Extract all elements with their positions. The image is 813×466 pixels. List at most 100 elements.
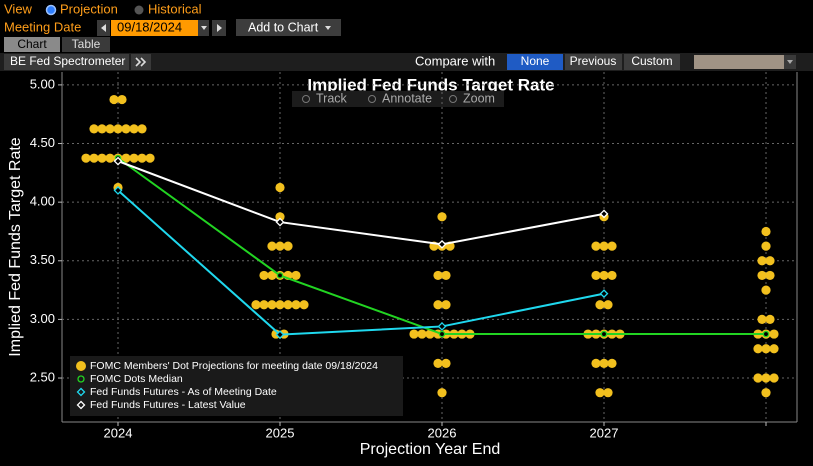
dot <box>591 270 601 281</box>
add-button[interactable] <box>236 19 341 36</box>
tab-label[interactable]: Table <box>72 37 101 51</box>
dot <box>425 329 435 339</box>
dot <box>267 300 277 310</box>
dot <box>437 212 447 222</box>
dot <box>761 226 771 237</box>
dot <box>137 153 147 163</box>
dot <box>607 358 617 368</box>
dot <box>753 344 763 354</box>
legend-icon <box>77 375 85 383</box>
dot <box>251 300 261 310</box>
chart-tool[interactable]: Track <box>316 91 348 105</box>
dot <box>761 241 771 251</box>
dot <box>441 300 451 310</box>
dot <box>599 241 609 251</box>
legend-label: Fed Funds Futures - Latest Value <box>90 399 246 411</box>
tab[interactable] <box>62 37 110 52</box>
radio-selected[interactable] <box>45 4 57 16</box>
dot <box>97 124 107 134</box>
compare-option[interactable]: Custom <box>631 54 672 68</box>
x-tick-label: 2026 <box>428 425 457 440</box>
dot <box>769 329 779 339</box>
chart-title: Implied Fed Funds Target Rate <box>307 75 554 94</box>
dot <box>599 270 609 281</box>
dot <box>105 124 115 134</box>
radio-label[interactable]: Historical <box>148 1 202 16</box>
compare-option-active[interactable] <box>507 54 563 70</box>
dot <box>409 329 419 339</box>
dot <box>97 153 107 163</box>
dot <box>591 358 601 368</box>
series-marker <box>762 330 770 338</box>
legend-label: FOMC Members' Dot Projections for meetin… <box>90 360 378 372</box>
compare-option-button[interactable] <box>565 54 622 70</box>
dot <box>769 373 779 383</box>
compare-option[interactable]: None <box>521 54 550 68</box>
dot <box>291 270 301 281</box>
dot <box>607 241 617 251</box>
dot <box>595 388 605 398</box>
dot <box>765 270 775 281</box>
function-label[interactable]: BE Fed Spectrometer <box>10 54 125 68</box>
tab-label[interactable]: Chart <box>17 37 47 51</box>
dot <box>441 270 451 281</box>
radio-label[interactable]: Projection <box>60 1 118 16</box>
dot <box>129 124 139 134</box>
chart-tool[interactable]: Annotate <box>382 91 432 105</box>
dot <box>113 124 123 134</box>
dot <box>433 358 443 368</box>
x-axis-label: Projection Year End <box>360 441 501 458</box>
dot <box>433 300 443 310</box>
date-box[interactable] <box>111 20 198 36</box>
series-marker <box>113 186 123 195</box>
chart-tool[interactable]: Zoom <box>463 91 495 105</box>
dot <box>441 358 451 368</box>
compare-option-button[interactable] <box>624 54 680 70</box>
dot <box>761 388 771 398</box>
dot <box>761 285 771 295</box>
x-tick-label: 2025 <box>266 425 295 440</box>
tab-active[interactable] <box>4 37 60 52</box>
view-label: View <box>4 1 33 16</box>
dot <box>275 300 285 310</box>
prev-icon <box>101 24 106 32</box>
legend-icon <box>76 400 86 410</box>
dot <box>757 314 767 325</box>
date-value[interactable]: 09/18/2024 <box>117 19 182 34</box>
radio[interactable] <box>134 5 144 15</box>
series-marker <box>437 239 447 249</box>
dot <box>109 94 119 105</box>
dot <box>267 241 277 251</box>
expand-icon <box>135 57 142 67</box>
dot <box>259 300 269 310</box>
series-marker <box>599 209 609 219</box>
legend-icon <box>76 387 86 397</box>
add-button-label[interactable]: Add to Chart <box>248 20 319 34</box>
function-button[interactable] <box>4 54 129 70</box>
compare-label: Compare with <box>415 53 495 68</box>
y-axis-label: Implied Fed Funds Target Rate <box>7 137 24 356</box>
dot <box>603 388 613 398</box>
dot <box>765 314 775 325</box>
tool-icon <box>302 95 310 103</box>
next-icon <box>217 24 222 32</box>
compare-input[interactable] <box>694 55 784 69</box>
y-tick-label: 3.50 <box>30 252 55 267</box>
dot <box>121 124 131 134</box>
dot <box>81 153 91 163</box>
legend-label: FOMC Dots Median <box>90 373 183 385</box>
dot <box>259 270 269 281</box>
series-marker <box>599 289 609 299</box>
dot <box>417 329 427 339</box>
dropdown-icon <box>201 26 207 30</box>
expand-icon <box>140 57 147 67</box>
dot <box>291 300 301 310</box>
dot <box>121 153 131 163</box>
compare-option[interactable]: Previous <box>570 54 617 68</box>
y-tick-label: 2.50 <box>30 369 55 384</box>
dot <box>753 373 763 383</box>
series-marker <box>276 272 284 279</box>
series-line <box>117 160 605 246</box>
tool-icon <box>368 95 376 103</box>
